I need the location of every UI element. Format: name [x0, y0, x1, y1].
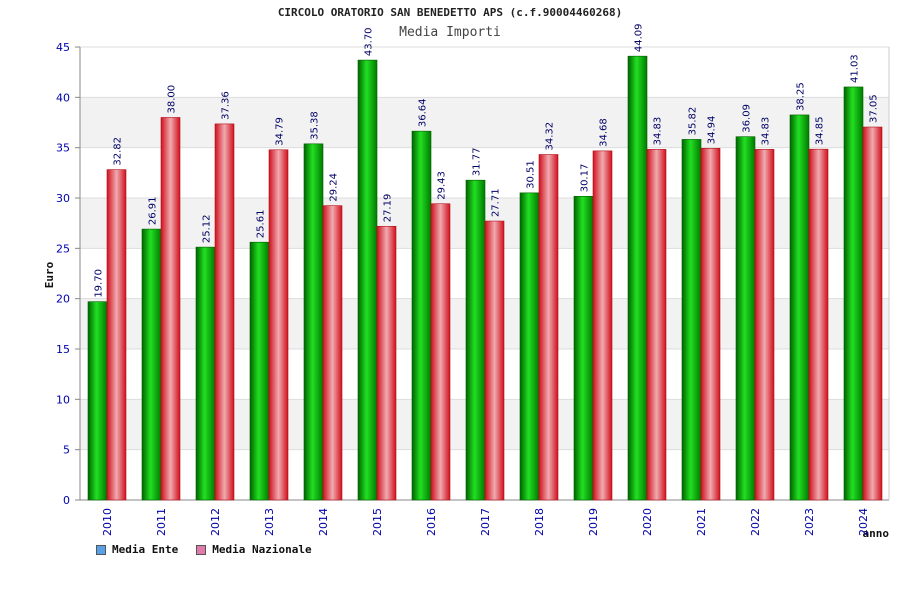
- bar-ente-2022: [735, 136, 756, 501]
- y-tick-label: 45: [56, 41, 70, 54]
- bar-ente-2014: [303, 143, 324, 501]
- data-label: 34.83: [653, 117, 664, 146]
- data-label: 27.19: [383, 194, 394, 223]
- x-tick-label: 2016: [425, 508, 438, 536]
- y-axis-label: Euro: [43, 261, 56, 288]
- y-tick-label: 40: [56, 91, 70, 104]
- data-label: 34.94: [707, 116, 718, 145]
- bar-nazionale-2024: [862, 126, 883, 501]
- data-label: 25.12: [202, 214, 213, 243]
- chart-subtitle: Media Importi: [399, 25, 501, 40]
- bar-ente-2020: [627, 55, 648, 501]
- x-axis-label: anno: [863, 527, 890, 540]
- data-label: 34.32: [545, 122, 556, 151]
- bar-ente-2023: [789, 114, 810, 501]
- data-label: 43.70: [364, 27, 375, 56]
- data-label: 34.79: [275, 117, 286, 146]
- bar-ente-2019: [573, 195, 594, 501]
- data-label: 44.09: [634, 24, 645, 53]
- bar-nazionale-2012: [214, 123, 235, 501]
- data-label: 34.85: [815, 117, 826, 146]
- bar-nazionale-2017: [484, 220, 505, 501]
- bar-ente-2013: [249, 241, 270, 501]
- bar-nazionale-2015: [376, 225, 397, 501]
- bar-nazionale-2023: [808, 148, 829, 501]
- data-label: 41.03: [850, 54, 861, 83]
- y-tick-label: 5: [63, 444, 70, 457]
- data-label: 36.09: [742, 104, 753, 133]
- y-tick-label: 30: [56, 192, 70, 205]
- x-tick-label: 2014: [317, 508, 330, 536]
- x-tick-label: 2021: [695, 508, 708, 536]
- bar-ente-2018: [519, 192, 540, 501]
- legend-label-ente: Media Ente: [112, 543, 179, 556]
- data-label: 32.82: [113, 137, 124, 166]
- x-tick-label: 2019: [587, 508, 600, 536]
- bar-nazionale-2022: [754, 149, 775, 501]
- y-tick-label: 0: [63, 494, 70, 507]
- bar-ente-2015: [357, 59, 378, 501]
- x-tick-label: 2022: [749, 508, 762, 536]
- bar-nazionale-2018: [538, 154, 559, 501]
- data-label: 35.82: [688, 107, 699, 136]
- bar-nazionale-2019: [592, 150, 613, 501]
- y-tick-label: 20: [56, 293, 70, 306]
- data-label: 37.36: [221, 91, 232, 120]
- data-label: 25.61: [256, 210, 267, 239]
- x-tick-label: 2010: [101, 508, 114, 536]
- data-label: 34.68: [599, 118, 610, 147]
- bar-ente-2021: [681, 139, 702, 501]
- x-tick-label: 2023: [803, 508, 816, 536]
- x-tick-label: 2018: [533, 508, 546, 536]
- bar-nazionale-2014: [322, 205, 343, 501]
- bar-ente-2012: [195, 246, 216, 501]
- x-tick-label: 2015: [371, 508, 384, 536]
- bar-ente-2017: [465, 179, 486, 501]
- legend-swatch-ente: [96, 544, 106, 555]
- data-label: 26.91: [148, 196, 159, 225]
- y-tick-label: 15: [56, 343, 70, 356]
- x-tick-label: 2013: [263, 508, 276, 536]
- x-tick-label: 2012: [209, 508, 222, 536]
- bar-nazionale-2011: [160, 117, 181, 501]
- x-tick-label: 2024: [857, 508, 870, 536]
- data-label: 38.00: [167, 85, 178, 114]
- data-label: 29.24: [329, 173, 340, 202]
- data-label: 34.83: [761, 117, 772, 146]
- data-label: 30.51: [526, 160, 537, 189]
- legend-label-nazionale: Media Nazionale: [212, 543, 312, 556]
- y-tick-label: 25: [56, 242, 70, 255]
- x-tick-label: 2020: [641, 508, 654, 536]
- bar-nazionale-2010: [106, 169, 127, 501]
- bar-ente-2010: [87, 301, 108, 501]
- x-tick-label: 2017: [479, 508, 492, 536]
- bar-nazionale-2016: [430, 203, 451, 501]
- legend-swatch-nazionale: [196, 544, 207, 555]
- legend-item-nazionale: Media Nazionale: [196, 543, 312, 556]
- data-label: 35.38: [310, 111, 321, 140]
- y-tick-label: 10: [56, 393, 70, 406]
- data-label: 27.71: [491, 188, 502, 217]
- data-label: 29.43: [437, 171, 448, 200]
- bar-nazionale-2021: [700, 147, 721, 501]
- bar-ente-2011: [141, 228, 162, 501]
- legend: Media Ente Media Nazionale: [96, 543, 312, 556]
- data-label: 36.64: [418, 99, 429, 128]
- legend-item-ente: Media Ente: [96, 543, 178, 556]
- data-label: 38.25: [796, 82, 807, 111]
- chart-title: CIRCOLO ORATORIO SAN BENEDETTO APS (c.f.…: [277, 6, 623, 19]
- bar-ente-2024: [843, 86, 864, 501]
- data-label: 19.70: [94, 269, 105, 298]
- y-tick-label: 35: [56, 142, 70, 155]
- bar-ente-2016: [411, 130, 432, 501]
- x-tick-label: 2011: [155, 508, 168, 536]
- bar-nazionale-2013: [268, 149, 289, 501]
- data-label: 37.05: [869, 94, 880, 123]
- data-label: 31.77: [472, 148, 483, 177]
- bar-nazionale-2020: [646, 149, 667, 501]
- data-label: 30.17: [580, 164, 591, 193]
